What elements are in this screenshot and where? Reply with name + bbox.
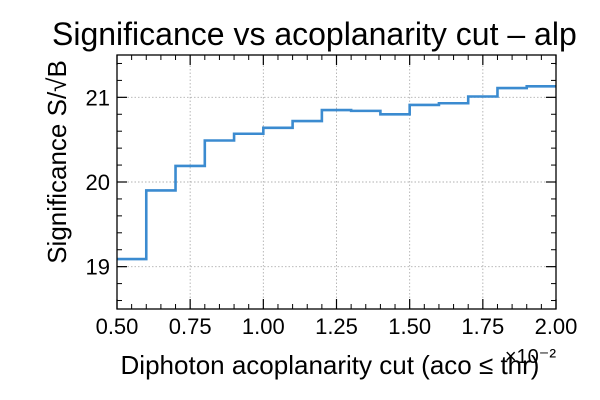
y-tick-label: 19 xyxy=(86,255,110,280)
significance-step-line xyxy=(117,85,556,261)
chart-title: Significance vs acoplanarity cut – alp xyxy=(52,16,577,52)
x-tick-label: 0.50 xyxy=(96,314,139,339)
grid xyxy=(117,55,556,309)
y-tick-label: 20 xyxy=(86,170,110,195)
x-tick-label: 1.25 xyxy=(315,314,358,339)
y-axis-label: Significance S/√B xyxy=(42,60,72,264)
x-tick-label: 1.75 xyxy=(461,314,504,339)
x-axis-label: Diphoton acoplanarity cut (aco ≤ thr) xyxy=(121,350,540,380)
axis-ticks xyxy=(116,55,557,309)
x-offset-label: ×10⁻² xyxy=(505,346,556,368)
y-tick-label: 21 xyxy=(86,85,110,110)
y-tick-labels: 19 20 21 xyxy=(86,85,110,279)
x-tick-label: 0.75 xyxy=(169,314,212,339)
x-tick-label: 1.50 xyxy=(388,314,431,339)
x-tick-label: 2.00 xyxy=(535,314,578,339)
x-tick-label: 1.00 xyxy=(242,314,285,339)
x-tick-labels: 0.50 0.75 1.00 1.25 1.50 1.75 2.00 xyxy=(96,314,578,339)
